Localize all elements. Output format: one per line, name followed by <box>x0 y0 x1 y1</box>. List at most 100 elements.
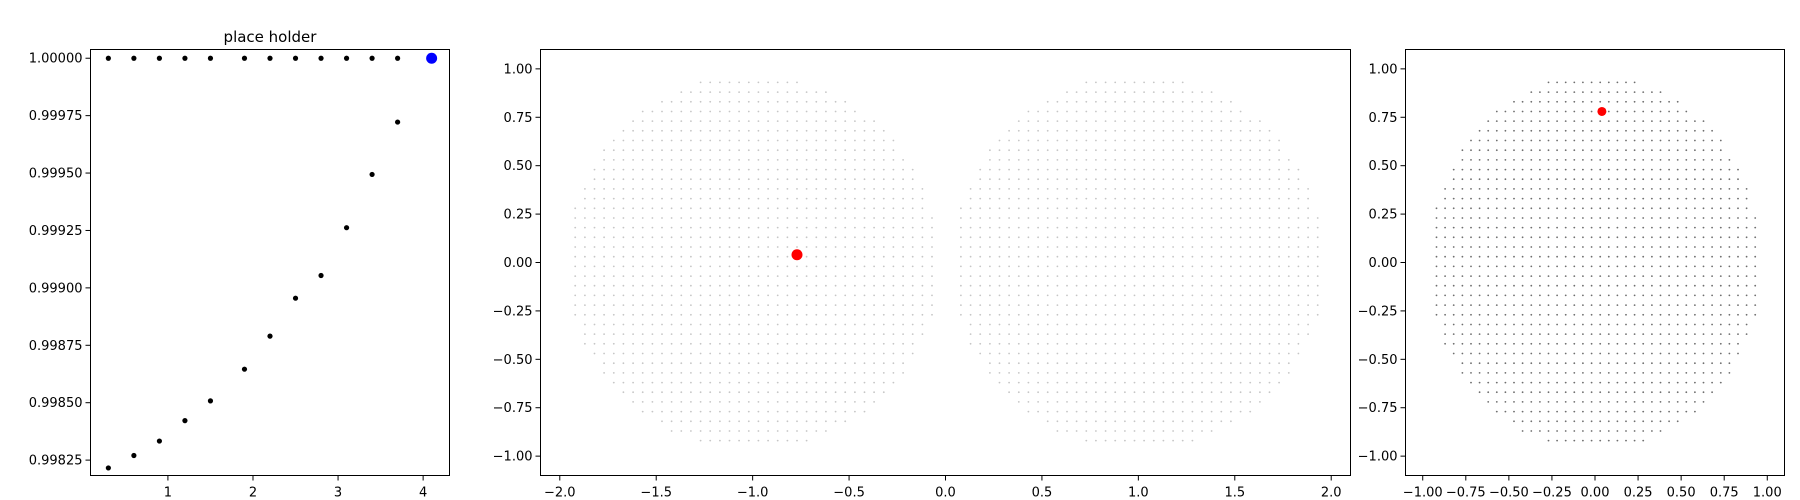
cloud-point <box>1124 420 1126 423</box>
cloud-point <box>1278 149 1280 152</box>
cloud-point <box>1210 420 1213 423</box>
cloud-point <box>1616 149 1619 152</box>
cloud-point <box>979 323 982 326</box>
cloud-point <box>719 352 721 355</box>
x-tick-label: −0.25 <box>1532 486 1572 500</box>
cloud-point <box>1711 129 1713 132</box>
cloud-point <box>1607 372 1610 374</box>
cloud-point <box>1278 255 1280 258</box>
cloud-point <box>1316 304 1319 306</box>
cloud-point <box>796 129 798 132</box>
cloud-point <box>603 207 605 210</box>
cloud-point <box>825 304 827 306</box>
cloud-point <box>796 391 798 394</box>
cloud-point <box>1075 352 1078 355</box>
cloud-point <box>1599 81 1602 84</box>
cloud-point <box>747 304 750 306</box>
cloud-point <box>1539 226 1541 229</box>
cloud-point <box>1239 149 1242 152</box>
cloud-point <box>960 217 962 219</box>
cloud-point <box>1616 304 1619 306</box>
cloud-point <box>1694 168 1696 171</box>
cloud-point <box>1564 149 1567 152</box>
cloud-point <box>1452 255 1455 258</box>
cloud-point <box>911 255 914 258</box>
cloud-point <box>1711 323 1713 326</box>
cloud-point <box>1642 188 1645 190</box>
cloud-point <box>1162 372 1165 374</box>
cloud-point <box>1172 420 1174 423</box>
cloud-point <box>1582 352 1584 355</box>
cloud-point <box>834 197 837 200</box>
cloud-point <box>1625 217 1627 219</box>
cloud-point <box>1651 159 1653 161</box>
cloud-point <box>1152 81 1155 84</box>
cloud-point <box>1104 430 1107 432</box>
cloud-point <box>603 226 605 229</box>
cloud-point <box>1539 236 1541 239</box>
cloud-point <box>1728 246 1731 248</box>
cloud-point <box>844 381 847 384</box>
cloud-point <box>1095 381 1097 384</box>
cloud-point <box>757 294 760 297</box>
cloud-point <box>1239 129 1242 132</box>
cloud-point <box>873 294 875 297</box>
cloud-point <box>1287 333 1290 335</box>
cloud-point <box>767 217 769 219</box>
cloud-point <box>1702 255 1705 258</box>
cloud-point <box>680 401 683 403</box>
cloud-point <box>1268 188 1271 190</box>
cloud-point <box>1495 110 1498 113</box>
cloud-point <box>1095 372 1097 374</box>
cloud-point <box>680 217 683 219</box>
cloud-point <box>1711 149 1713 152</box>
cloud-point <box>1133 323 1136 326</box>
cloud-point <box>989 226 991 229</box>
cloud-point <box>1547 139 1550 142</box>
cloud-point <box>1210 226 1213 229</box>
cloud-point <box>1625 294 1627 297</box>
cloud-point <box>632 381 634 384</box>
cloud-point <box>892 313 895 316</box>
cloud-point <box>1444 275 1446 277</box>
cloud-point <box>1143 197 1145 200</box>
cloud-point <box>1435 284 1438 287</box>
cloud-point <box>1220 410 1223 413</box>
cloud-point <box>1564 236 1567 239</box>
cloud-point <box>622 294 625 297</box>
cloud-point <box>998 313 1001 316</box>
cloud-point <box>1685 362 1688 365</box>
cloud-point <box>1172 226 1174 229</box>
cloud-point <box>796 217 798 219</box>
cloud-point <box>796 304 798 306</box>
cloud-point <box>1181 342 1184 345</box>
cloud-point <box>805 129 808 132</box>
cloud-point <box>699 197 702 200</box>
cloud-point <box>1172 410 1174 413</box>
cloud-point <box>747 275 750 277</box>
cloud-point <box>1075 197 1078 200</box>
cloud-point <box>1037 284 1039 287</box>
cloud-point <box>690 342 692 345</box>
cloud-point <box>738 246 740 248</box>
cloud-point <box>1444 255 1446 258</box>
cloud-point <box>1162 439 1165 442</box>
cloud-point <box>1599 246 1602 248</box>
cloud-point <box>1210 120 1213 122</box>
cloud-point <box>1495 333 1498 335</box>
cloud-point <box>815 275 818 277</box>
cloud-point <box>902 372 904 374</box>
cloud-point <box>641 401 644 403</box>
cloud-point <box>1539 246 1541 248</box>
cloud-point <box>1095 226 1097 229</box>
cloud-point <box>1162 188 1165 190</box>
cloud-point <box>661 246 663 248</box>
cloud-point <box>1075 236 1078 239</box>
cloud-point <box>1162 91 1165 93</box>
cloud-point <box>786 120 789 122</box>
cloud-point <box>661 372 663 374</box>
cloud-point <box>805 246 808 248</box>
cloud-point <box>1521 178 1524 181</box>
cloud-point <box>1066 188 1068 190</box>
cloud-point <box>1297 342 1300 345</box>
